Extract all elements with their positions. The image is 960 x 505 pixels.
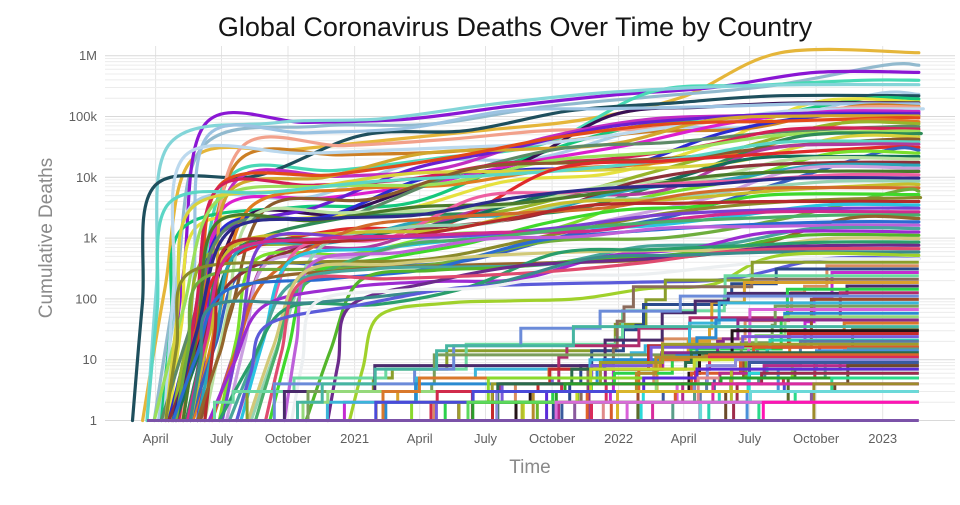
series-lines[interactable]	[130, 47, 925, 423]
y-tick-label: 10k	[76, 170, 97, 185]
y-axis-title: Cumulative Deaths	[36, 158, 57, 319]
y-axis-tick-labels: 1 10 100 1k 10k 100k 1M	[69, 48, 98, 428]
x-tick-label: 2021	[340, 431, 369, 446]
series-line[interactable]	[203, 114, 921, 423]
x-tick-label: July	[474, 431, 498, 446]
x-axis-title: Time	[509, 457, 551, 478]
series-line[interactable]	[414, 371, 919, 422]
y-tick-label: 10	[83, 352, 97, 367]
series-line[interactable]	[174, 154, 921, 423]
y-tick-label: 1k	[83, 231, 97, 246]
series-line[interactable]	[171, 176, 921, 423]
series-line[interactable]	[181, 102, 921, 423]
series-line[interactable]	[164, 69, 921, 423]
series-line[interactable]	[229, 325, 919, 422]
series-line[interactable]	[162, 107, 925, 423]
x-tick-label: April	[671, 431, 697, 446]
y-tick-label: 100k	[69, 109, 98, 124]
x-tick-label: October	[265, 431, 312, 446]
x-tick-label: July	[738, 431, 762, 446]
series-line[interactable]	[145, 82, 921, 423]
y-tick-label: 1M	[79, 48, 97, 63]
y-tick-label: 1	[90, 413, 97, 428]
series-line[interactable]	[130, 93, 921, 423]
series-line[interactable]	[141, 47, 921, 423]
series-line[interactable]	[185, 209, 921, 423]
x-tick-label: 2023	[868, 431, 897, 446]
x-axis-tick-labels: April July October 2021 April July October 2022…	[143, 431, 898, 446]
x-tick-label: October	[793, 431, 840, 446]
x-tick-label: April	[143, 431, 169, 446]
series-line[interactable]	[145, 139, 921, 423]
series-line[interactable]	[347, 251, 921, 423]
series-line[interactable]	[164, 195, 923, 423]
x-tick-label: October	[529, 431, 576, 446]
chart-title: Global Coronavirus Deaths Over Time by C…	[218, 12, 813, 42]
x-tick-label: April	[407, 431, 433, 446]
series-line[interactable]	[181, 116, 921, 423]
series-line[interactable]	[251, 267, 919, 422]
x-tick-label: 2022	[604, 431, 633, 446]
series-line[interactable]	[740, 376, 919, 422]
series-line[interactable]	[235, 255, 921, 423]
x-tick-label: July	[210, 431, 234, 446]
y-tick-label: 100	[75, 291, 97, 306]
